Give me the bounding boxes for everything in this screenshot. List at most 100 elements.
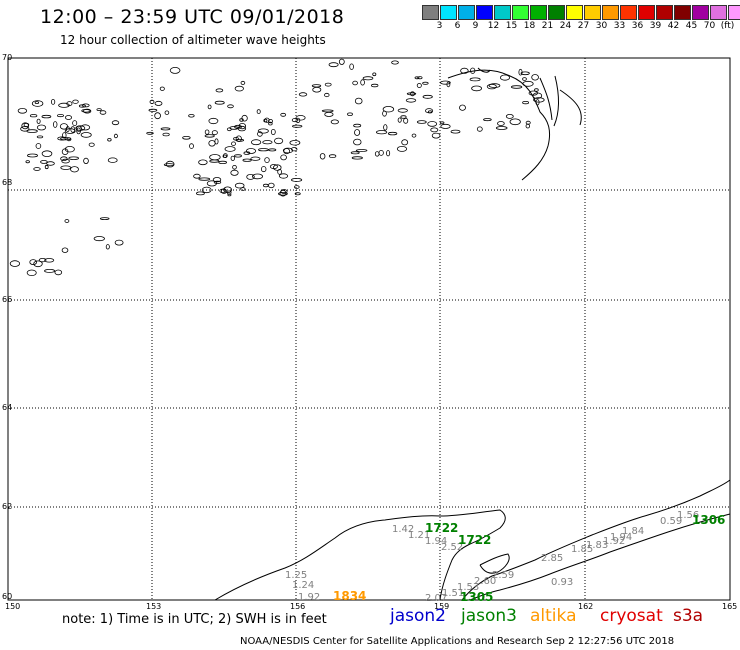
ice-floe-outline	[61, 247, 69, 253]
ice-floe-outline	[239, 118, 244, 122]
pass-time-label: 1722	[425, 521, 458, 535]
ice-floe-outline	[531, 74, 539, 81]
ice-floe-outline	[107, 138, 112, 142]
ice-floe-outline	[83, 108, 92, 114]
ice-floe-outline	[81, 103, 90, 108]
color-swatch	[602, 5, 619, 20]
ice-floe-outline	[251, 139, 262, 146]
ice-floe-outline	[319, 153, 326, 160]
swh-value: 0.59	[660, 516, 682, 527]
ice-floe-outline	[416, 83, 422, 88]
swh-value: 1.85	[571, 544, 593, 555]
ice-floe-outline	[509, 118, 521, 126]
ice-floe-outline	[422, 81, 429, 85]
ice-floe-outline	[246, 173, 255, 180]
swh-value: 1.92	[298, 592, 320, 603]
color-scale-label: 21	[541, 21, 554, 31]
ice-floe-outline	[525, 120, 531, 125]
ice-floe-outline	[324, 82, 332, 87]
ice-floe-outline	[76, 127, 81, 135]
swh-values: 1.42 1.21 1.94 2.52 1.25 1.24 1.92 2.07 …	[285, 510, 699, 604]
pass-time-label: 1305	[460, 590, 493, 604]
ice-floe-outline	[204, 129, 210, 135]
ice-floe-outline	[198, 177, 211, 181]
color-scale-label: 36	[631, 21, 644, 31]
ice-floe-outline	[245, 148, 257, 154]
ice-floe-outline	[416, 120, 427, 124]
color-swatch	[674, 5, 691, 20]
swh-value: 2.07	[425, 593, 447, 604]
lon-tick-label: 153	[146, 602, 161, 611]
ice-floe-outline	[257, 131, 263, 137]
lat-tick-label: 64	[2, 403, 12, 412]
pass-time-label: 1722	[458, 533, 491, 547]
swh-value: 1.24	[292, 580, 314, 591]
ice-floe-outline	[59, 123, 69, 130]
swh-value: 1.42	[392, 524, 414, 535]
color-scale-label: 24	[559, 21, 572, 31]
ice-floe-outline	[294, 192, 301, 196]
ice-floe-outline	[283, 148, 291, 155]
color-swatch	[422, 5, 439, 20]
footer-note: note: 1) Time is in UTC; 2) SWH is in fe…	[62, 612, 327, 627]
ice-floe-outline	[234, 85, 244, 92]
ice-floe-outline	[78, 104, 86, 108]
ice-floe-outline	[162, 132, 170, 137]
ice-floe-outline	[311, 84, 322, 88]
ice-floe-outline	[471, 85, 483, 92]
ice-floe-outline	[160, 127, 171, 131]
ice-floe-outline	[237, 125, 247, 132]
ice-floe-outline	[148, 108, 158, 112]
ice-floe-outline	[338, 58, 345, 65]
color-scale-label: 45	[685, 21, 698, 31]
ice-floe-outline	[459, 104, 466, 111]
ice-floe-outline	[350, 151, 360, 155]
swh-value: 0.93	[551, 577, 573, 588]
ice-floe-outline	[268, 119, 273, 124]
lat-tick-label: 62	[2, 502, 12, 511]
map-grid	[8, 58, 730, 600]
ice-floe-outline	[44, 164, 49, 170]
swh-value: 2.85	[541, 553, 563, 564]
color-swatch	[656, 5, 673, 20]
ice-floe-outline	[189, 143, 194, 149]
swh-value: 1.94	[425, 536, 447, 547]
satellite-legend-altika: altika	[530, 606, 577, 626]
ice-floe-outline	[25, 160, 30, 164]
ice-floe-outline	[219, 188, 227, 194]
ice-floe-outline	[440, 80, 451, 85]
ice-floe-outline	[29, 114, 38, 118]
ice-floe-outline	[234, 154, 242, 158]
ice-floe-outline	[72, 120, 78, 126]
ice-floe-outline	[469, 77, 481, 82]
ice-floe-outline	[290, 177, 303, 182]
ice-floe-outline	[354, 97, 363, 105]
ice-floe-outline	[195, 191, 205, 196]
ice-floe-outline	[234, 182, 245, 189]
ice-floe-outline	[36, 124, 47, 131]
ice-floe-outline	[522, 77, 527, 81]
ice-floe-outline	[261, 166, 267, 173]
ice-floe-outline	[264, 157, 270, 164]
ice-floe-outline	[497, 121, 505, 126]
ice-floe-outline	[522, 101, 529, 105]
ice-floe-outline	[386, 150, 391, 157]
color-swatch	[548, 5, 565, 20]
ice-floe-outline	[241, 114, 248, 122]
ice-floe-outline	[520, 71, 530, 76]
ice-floe-outline	[232, 165, 237, 170]
color-swatch	[476, 5, 493, 20]
ice-floe-outline	[417, 76, 423, 80]
ice-floe-outline	[146, 131, 154, 135]
ice-floe-outline	[227, 193, 232, 197]
ice-floe-outline	[230, 155, 235, 161]
ice-floe-outline	[522, 80, 534, 87]
ice-floe-outline	[193, 173, 201, 179]
color-swatch	[692, 5, 709, 20]
ice-floe-outline	[354, 129, 361, 136]
ice-floe-outline	[411, 133, 417, 138]
ice-floe-outline	[215, 88, 224, 93]
ice-floe-outline	[371, 83, 379, 88]
ice-floe-outline	[35, 143, 42, 149]
color-scale-label: 30	[595, 21, 608, 31]
